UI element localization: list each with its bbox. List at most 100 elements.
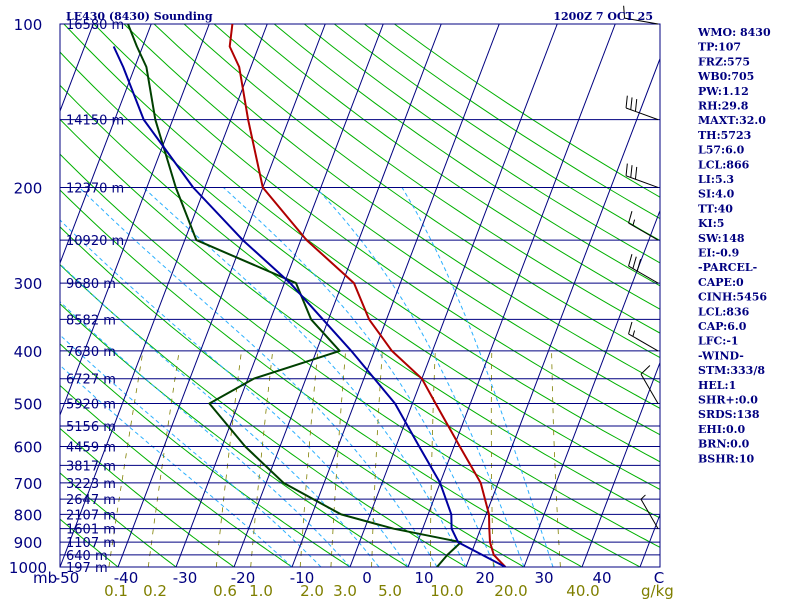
index-item: SHR+:0.0 (698, 394, 758, 407)
wind-barb-flag (630, 97, 633, 110)
wind-barb-staff (624, 17, 659, 25)
height-label: 12370 m (66, 181, 124, 196)
mixing-ratio-label: 2.0 (300, 582, 324, 600)
index-item: -WIND- (698, 349, 744, 362)
dewpoint-profile (127, 24, 462, 567)
wind-barb-flag (636, 259, 642, 272)
moist-adiabat-line (60, 334, 322, 567)
wind-barb-staff (640, 498, 659, 529)
height-label: 5156 m (66, 420, 116, 435)
index-item: WB0:705 (697, 70, 754, 83)
index-item: BRN:0.0 (698, 438, 750, 451)
isotherm-line (60, 24, 268, 567)
wind-barb-flag (625, 95, 628, 109)
temperature-tick-label: -40 (114, 569, 139, 587)
mixing-ratio-line (215, 350, 242, 567)
mixing-ratio-label: 0.1 (104, 582, 128, 600)
chart-title: LE430 (8430) Sounding (66, 10, 213, 23)
temperature-tick-label: -30 (173, 569, 198, 587)
wind-barb (628, 211, 659, 241)
mixing-ratio-label: 10.0 (430, 582, 463, 600)
pressure-tick-label: 200 (14, 179, 43, 197)
index-item: HEL:1 (698, 379, 736, 392)
index-item: LCL:836 (698, 305, 750, 318)
wind-barb-flag (628, 211, 633, 224)
index-item: PW:1.12 (698, 85, 749, 98)
index-item: EI:-0.9 (698, 247, 739, 260)
wind-barb-flag (628, 321, 633, 335)
mixing-ratio-label: 40.0 (566, 582, 599, 600)
wind-barb-flag (634, 99, 638, 112)
pressure-tick-label: 600 (14, 439, 43, 457)
mixing-ratio-line (429, 350, 436, 567)
height-label: 2647 m (66, 493, 116, 508)
wind-barb (640, 365, 659, 404)
mixing-ratio-label: 5.0 (378, 582, 402, 600)
mixing-ratio-label: 1.0 (249, 582, 273, 600)
wind-barb-flag (630, 165, 633, 178)
index-item: LI:5.3 (698, 173, 734, 186)
pressure-tick-label: 700 (14, 475, 43, 493)
temperature-tick-label: C (654, 569, 664, 587)
temperature-profile (228, 24, 507, 567)
height-label: 1107 m (66, 536, 116, 551)
index-item: SW:148 (698, 232, 745, 245)
wind-barb-half-flag (640, 494, 646, 500)
dry-adiabat-line (60, 343, 351, 567)
index-item: MAXT:32.0 (698, 114, 766, 127)
height-label: 1601 m (66, 523, 116, 538)
index-item: LCL:866 (698, 158, 750, 171)
mixing-ratio-line (299, 350, 319, 567)
height-label: 3223 m (66, 477, 116, 492)
isotherm-line (349, 24, 558, 567)
wind-barb (625, 163, 659, 188)
height-label: 8582 m (66, 313, 116, 328)
mixing-ratio-line (147, 350, 180, 567)
height-label: 9680 m (66, 277, 116, 292)
temperature-tick-label: 30 (534, 569, 553, 587)
wind-barb-flag (625, 163, 628, 176)
isobars (60, 23, 660, 568)
moist-adiabat-line (60, 263, 380, 567)
index-item: WMO: 8430 (697, 26, 771, 39)
height-label: 14150 m (66, 114, 124, 129)
index-item: EHI:0.0 (698, 423, 745, 436)
height-label: 640 m (66, 549, 108, 564)
height-label: 7630 m (66, 345, 116, 360)
isotherm-line (60, 24, 152, 265)
height-label: 6727 m (66, 373, 116, 388)
isotherm-line (523, 209, 660, 567)
index-item: -PARCEL- (698, 261, 757, 274)
pressure-tick-label: 1000 (9, 559, 47, 577)
mixing-ratio-label: 0.6 (213, 582, 237, 600)
temperature-tick-label: 40 (592, 569, 611, 587)
isotherms (60, 24, 660, 567)
index-item: TP:107 (698, 41, 741, 54)
chart-date: 1200Z 7 OCT 25 (553, 10, 653, 23)
wind-barb-flag (632, 256, 637, 269)
index-item: FRZ:575 (698, 55, 750, 68)
plot-frame (59, 23, 661, 568)
y-unit-label: mb (33, 569, 57, 587)
wind-barb-half-flag (632, 330, 636, 337)
wind-barb-staff (640, 373, 659, 404)
index-item: KI:5 (698, 217, 724, 230)
sounding-profiles (112, 24, 507, 567)
dry-adiabat-line (93, 24, 660, 436)
plot-border (59, 23, 661, 568)
temperature-tick-label: -10 (290, 569, 315, 587)
mixing-ratio-line (250, 350, 274, 567)
height-label: 5920 m (66, 398, 116, 413)
moist-adiabat-line (223, 187, 496, 567)
dry-adiabat-line (60, 84, 660, 519)
wind-barb-flag (623, 5, 626, 19)
wind-barb-flag (634, 166, 638, 180)
index-item: CINH:5456 (698, 291, 767, 304)
index-item: SRDS:138 (698, 408, 760, 421)
isotherm-line (581, 361, 660, 567)
index-item: BSHR:10 (698, 452, 754, 465)
wind-barb (625, 95, 659, 121)
